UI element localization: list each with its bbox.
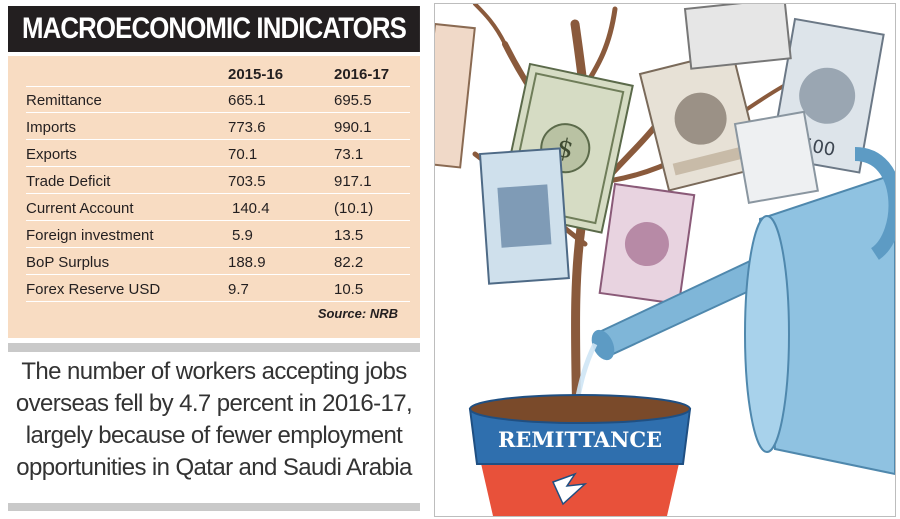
row-value-2015-16: 665.1 <box>228 92 266 109</box>
banknote <box>733 110 819 204</box>
row-value-2015-16: 188.9 <box>228 254 266 271</box>
row-value-2016-17: 10.5 <box>334 281 364 298</box>
banknote <box>478 147 570 285</box>
indicators-table: 2015-16 2016-17 Remittance 665.1 695.5 I… <box>8 56 420 338</box>
table-title: MACROECONOMIC INDICATORS <box>8 6 420 52</box>
table-row: Forex Reserve USD 9.7 10.5 <box>26 275 410 302</box>
row-value-2015-16: 140.4 <box>232 200 270 217</box>
row-label: Foreign investment <box>26 227 154 244</box>
flower-pot: REMITTANCE <box>468 394 692 516</box>
table-row: Foreign investment 5.9 13.5 <box>26 221 410 248</box>
table-row: BoP Surplus 188.9 82.2 <box>26 248 410 275</box>
row-value-2015-16: 9.7 <box>228 281 249 298</box>
banknote <box>638 49 763 192</box>
column-header-2016-17: 2016-17 <box>334 66 390 83</box>
row-value-2016-17: 73.1 <box>334 146 364 163</box>
row-value-2015-16: 70.1 <box>228 146 258 163</box>
row-value-2015-16: 703.5 <box>228 173 266 190</box>
table-header-row: 2015-16 2016-17 <box>26 60 410 87</box>
row-value-2015-16: 5.9 <box>232 227 253 244</box>
table-row: Trade Deficit 703.5 917.1 <box>26 167 410 194</box>
row-label: Current Account <box>26 200 134 217</box>
row-label: Imports <box>26 119 77 136</box>
row-value-2016-17: 990.1 <box>334 119 372 136</box>
row-label: Forex Reserve USD <box>26 281 161 298</box>
divider <box>8 343 420 352</box>
table-row: Remittance 665.1 695.5 <box>26 86 410 113</box>
row-value-2016-17: 82.2 <box>334 254 364 271</box>
banknote <box>683 4 792 70</box>
table-row: Current Account 140.4 (10.1) <box>26 194 410 221</box>
row-value-2016-17: (10.1) <box>334 200 374 217</box>
row-value-2016-17: 695.5 <box>334 92 372 109</box>
column-header-2015-16: 2015-16 <box>228 66 284 83</box>
flag-icon <box>551 472 588 506</box>
row-label: Trade Deficit <box>26 173 111 190</box>
divider <box>8 503 420 511</box>
source-note: Source: NRB <box>317 306 398 321</box>
table-row: Exports 70.1 73.1 <box>26 140 410 167</box>
banknote <box>598 182 696 306</box>
row-value-2015-16: 773.6 <box>228 119 266 136</box>
banknote <box>435 22 476 169</box>
caption-text: The number of workers accepting jobs ove… <box>15 358 413 481</box>
watering-can <box>591 147 895 476</box>
row-label: Exports <box>26 146 77 163</box>
pot-label: REMITTANCE <box>498 427 662 452</box>
row-label: Remittance <box>26 92 102 109</box>
remittance-illustration: $ 500 <box>434 3 896 517</box>
money-tree-image: $ 500 <box>435 4 895 516</box>
indicators-panel: MACROECONOMIC INDICATORS 2015-16 2016-17… <box>0 0 428 519</box>
row-value-2016-17: 13.5 <box>334 227 364 244</box>
row-label: BoP Surplus <box>26 254 110 271</box>
table-row: Imports 773.6 990.1 <box>26 113 410 140</box>
row-value-2016-17: 917.1 <box>334 173 372 190</box>
